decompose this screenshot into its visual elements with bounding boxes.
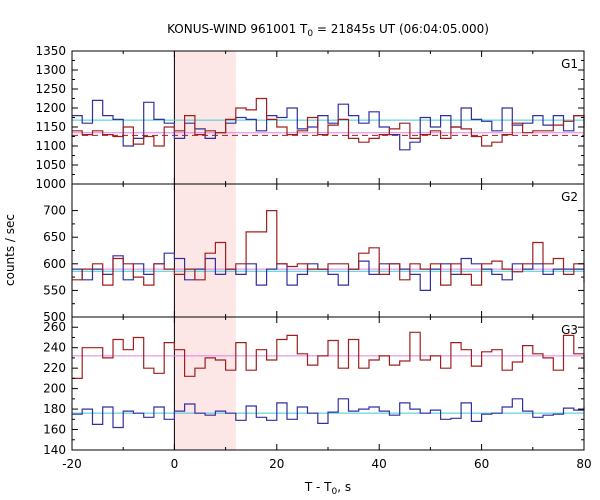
y-tick-label: 240	[43, 341, 66, 355]
panel-label: G2	[561, 190, 578, 204]
y-tick-label: 500	[43, 310, 66, 324]
y-tick-label: 1200	[35, 101, 66, 115]
highlight-band	[174, 317, 236, 450]
red-series-line	[72, 331, 585, 379]
y-tick-label: 550	[43, 283, 66, 297]
highlight-band	[174, 51, 236, 184]
x-axis-label: T - T0, s	[304, 480, 351, 497]
panel-frame	[71, 183, 585, 318]
y-tick-label: 1150	[35, 120, 66, 134]
y-tick-label: 180	[43, 402, 66, 416]
y-tick-label: 1250	[35, 82, 66, 96]
x-tick-label: 0	[171, 457, 179, 471]
blue-series-line	[72, 398, 585, 429]
x-tick-label: 80	[576, 457, 591, 471]
panel-g1: 1000 1050 1100 1150 1200 1250 1300 1350 G1	[35, 44, 585, 191]
y-tick-label: 220	[43, 361, 66, 375]
panel-g3: 140 160 180 200 220 240 260 G3	[43, 316, 585, 457]
x-tick-label: -20	[62, 457, 82, 471]
y-axis-label: counts / sec	[3, 214, 17, 286]
y-tick-label: 1300	[35, 63, 66, 77]
y-tick-label: 700	[43, 204, 66, 218]
panel-label: G1	[561, 57, 578, 71]
y-tick-label: 600	[43, 257, 66, 271]
panel-g2: 500 550 600 650 700 G2	[43, 183, 585, 324]
panel-label: G3	[561, 323, 578, 337]
y-tick-label: 1100	[35, 139, 66, 153]
x-tick-label: 20	[269, 457, 284, 471]
y-tick-label: 650	[43, 230, 66, 244]
x-tick-label: 60	[474, 457, 489, 471]
y-tick-label: 160	[43, 423, 66, 437]
chart-title: KONUS-WIND 961001 T0 = 21845s UT (06:04:…	[167, 22, 489, 39]
red-series-line	[72, 210, 585, 286]
panel-frame	[71, 316, 585, 451]
highlight-band	[174, 184, 236, 317]
red-series-line	[72, 97, 585, 147]
y-tick-label: 1000	[35, 177, 66, 191]
plot-area: 1000 1050 1100 1150 1200 1250 1300 1350 G1 500 550…	[35, 44, 591, 471]
y-tick-label: 140	[43, 443, 66, 457]
y-tick-label: 200	[43, 382, 66, 396]
y-tick-label: 260	[43, 320, 66, 334]
y-tick-label: 1350	[35, 44, 66, 58]
blue-series-line	[72, 99, 585, 151]
x-tick-label: 40	[372, 457, 387, 471]
y-tick-label: 1050	[35, 158, 66, 172]
